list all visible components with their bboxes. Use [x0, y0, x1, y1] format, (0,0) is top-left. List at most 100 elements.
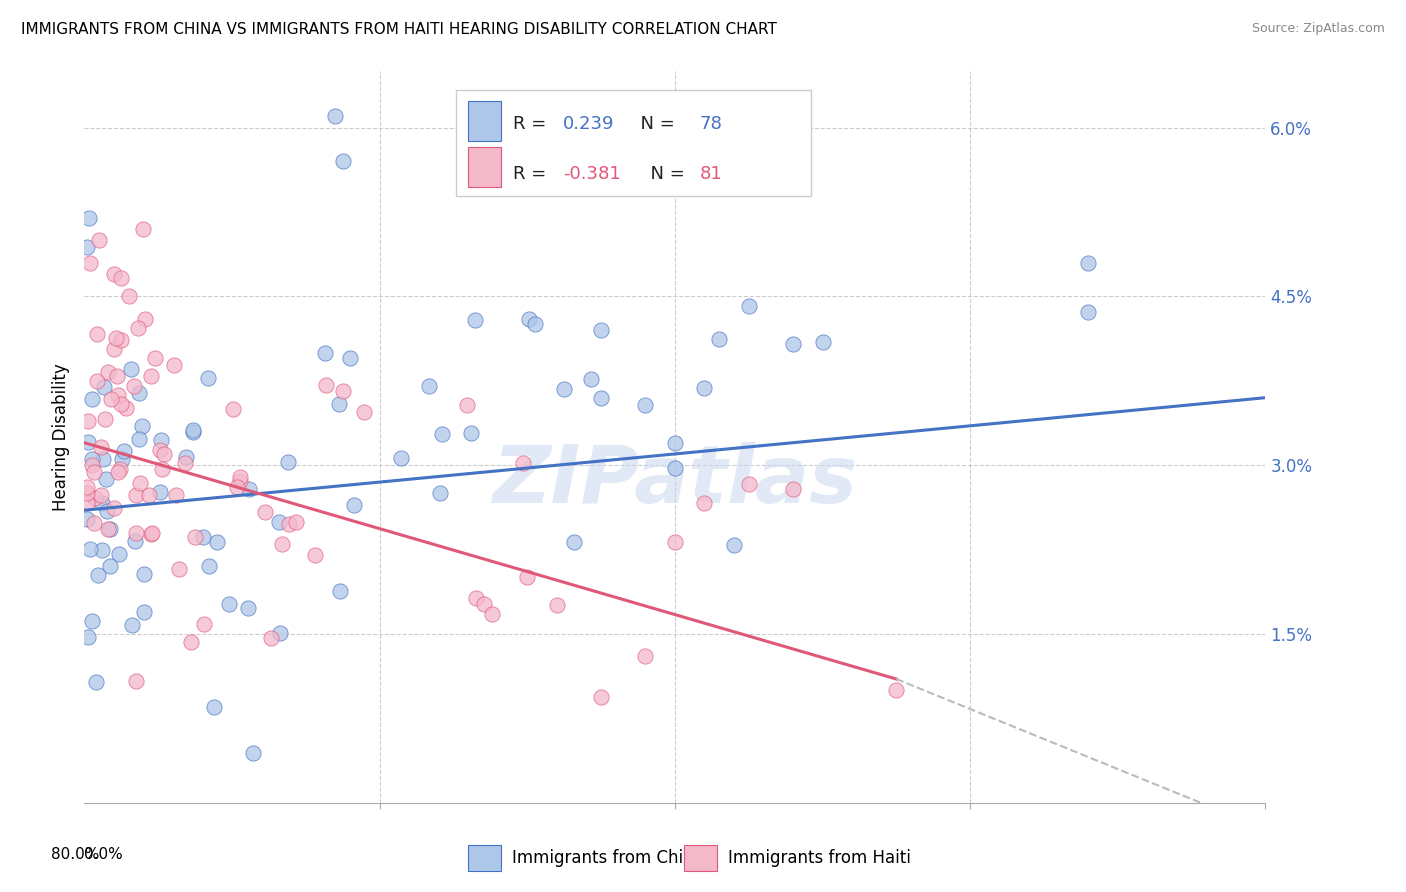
- Text: 78: 78: [700, 115, 723, 133]
- Point: [181, 423, 204, 437]
- Point: [886, 683, 908, 698]
- Point: [229, 475, 252, 489]
- Point: [100, 523, 122, 537]
- FancyBboxPatch shape: [468, 146, 502, 187]
- FancyBboxPatch shape: [468, 846, 502, 871]
- Point: [115, 401, 138, 416]
- Point: [546, 598, 568, 612]
- Point: [165, 487, 187, 501]
- Point: [150, 461, 173, 475]
- Point: [138, 488, 160, 502]
- Point: [284, 515, 307, 529]
- Point: [664, 435, 686, 450]
- Point: [579, 372, 602, 386]
- Point: [553, 382, 575, 396]
- Point: [353, 405, 375, 419]
- Point: [86, 327, 108, 342]
- Point: [132, 567, 155, 582]
- Point: [512, 456, 534, 470]
- Point: [90, 440, 112, 454]
- Point: [83, 516, 105, 531]
- Point: [591, 392, 613, 406]
- Point: [782, 482, 804, 496]
- Text: N =: N =: [628, 115, 681, 133]
- Point: [278, 516, 301, 531]
- Point: [103, 501, 125, 516]
- Point: [709, 332, 731, 346]
- Point: [139, 526, 162, 541]
- Point: [108, 462, 131, 476]
- Point: [90, 488, 112, 502]
- Point: [80, 392, 103, 407]
- Point: [472, 597, 495, 611]
- Point: [97, 522, 120, 536]
- FancyBboxPatch shape: [457, 90, 811, 195]
- Point: [693, 381, 716, 395]
- Point: [193, 617, 215, 632]
- Point: [77, 211, 100, 225]
- Point: [110, 333, 132, 347]
- Point: [96, 504, 118, 518]
- Point: [174, 450, 197, 465]
- Point: [108, 548, 131, 562]
- Point: [97, 365, 120, 379]
- Point: [238, 600, 260, 615]
- Point: [391, 451, 413, 466]
- Point: [254, 505, 277, 519]
- Point: [91, 452, 114, 467]
- Point: [77, 414, 100, 428]
- Point: [83, 466, 105, 480]
- Point: [464, 591, 486, 605]
- Point: [110, 452, 132, 467]
- Text: 0.0%: 0.0%: [84, 847, 124, 862]
- Text: Immigrants from Haiti: Immigrants from Haiti: [728, 848, 911, 867]
- Text: 0.239: 0.239: [562, 115, 614, 133]
- Point: [80, 614, 103, 628]
- Point: [197, 371, 219, 385]
- Point: [107, 388, 129, 402]
- Point: [218, 597, 240, 611]
- Point: [173, 456, 195, 470]
- Point: [202, 700, 225, 714]
- Point: [180, 635, 202, 649]
- Point: [332, 154, 354, 169]
- Point: [198, 559, 221, 574]
- Point: [634, 398, 657, 412]
- Point: [167, 562, 190, 576]
- Point: [122, 379, 145, 393]
- Text: 80.0%: 80.0%: [51, 847, 98, 862]
- Point: [517, 312, 540, 326]
- Point: [91, 496, 114, 510]
- Point: [238, 482, 260, 496]
- Point: [141, 526, 163, 541]
- Point: [664, 460, 686, 475]
- Point: [591, 323, 613, 337]
- Point: [207, 535, 229, 549]
- Point: [98, 558, 121, 573]
- Point: [87, 568, 110, 582]
- Point: [76, 496, 98, 510]
- Point: [83, 491, 105, 505]
- Point: [80, 451, 103, 466]
- Point: [1077, 305, 1099, 319]
- Point: [325, 109, 347, 123]
- Point: [329, 584, 352, 599]
- Point: [118, 289, 141, 303]
- Point: [591, 690, 613, 704]
- Point: [76, 435, 98, 450]
- Point: [634, 649, 657, 664]
- Point: [121, 618, 143, 632]
- Point: [87, 233, 111, 247]
- Point: [84, 674, 107, 689]
- Point: [464, 313, 486, 327]
- Point: [163, 358, 186, 372]
- Text: -0.381: -0.381: [562, 165, 620, 183]
- Text: IMMIGRANTS FROM CHINA VS IMMIGRANTS FROM HAITI HEARING DISABILITY CORRELATION CH: IMMIGRANTS FROM CHINA VS IMMIGRANTS FROM…: [21, 22, 778, 37]
- Point: [80, 458, 103, 473]
- Point: [782, 337, 804, 351]
- Point: [94, 412, 117, 426]
- Point: [90, 543, 112, 558]
- Point: [100, 392, 122, 406]
- Point: [149, 484, 172, 499]
- Point: [723, 539, 745, 553]
